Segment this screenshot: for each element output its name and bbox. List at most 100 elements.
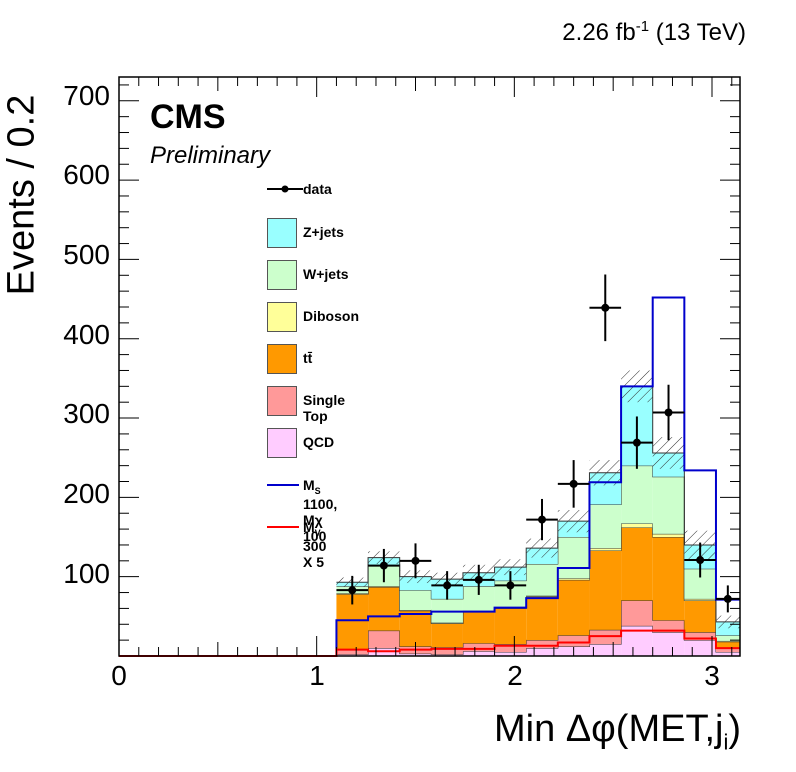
ms-line-icon <box>267 484 299 486</box>
legend-label-ms-sub: S <box>314 485 321 496</box>
legend-label-ms-b: 1100, Mχ 100 <box>303 495 338 544</box>
data-point <box>569 479 578 488</box>
x-tick-label: 0 <box>111 660 127 691</box>
bar-diboson <box>652 533 685 538</box>
bar-diboson <box>684 598 716 601</box>
data-point <box>379 561 388 570</box>
bar-tt- <box>368 586 400 631</box>
legend-label-diboson: Diboson <box>303 308 359 324</box>
bar-qcd <box>589 644 622 656</box>
data-point <box>664 408 673 417</box>
legend-label-mv-b: 300 X 5 <box>303 537 327 570</box>
y-tick-label: 100 <box>63 558 110 589</box>
bar-qcd <box>526 648 558 656</box>
bar-single-top <box>526 640 558 649</box>
status-label: Preliminary <box>150 142 271 169</box>
bar-w-jets <box>399 590 432 610</box>
legend-label-mv: MV 300 X 5 <box>303 519 326 570</box>
bar-qcd <box>431 654 463 656</box>
bar-single-top <box>462 643 495 652</box>
legend-label-singletop: Single Top <box>303 392 346 424</box>
legend-label-qcd: QCD <box>303 434 335 450</box>
signal-mv-line <box>119 629 740 657</box>
x-tick-label: 3 <box>704 660 720 691</box>
legend-label-wjets: W+jets <box>303 266 349 282</box>
bar-w-jets <box>715 635 740 641</box>
bar-tt- <box>652 537 685 621</box>
bar-tt- <box>431 623 463 648</box>
experiment-label: CMS <box>150 98 226 136</box>
bar-tt- <box>526 596 558 641</box>
data-point <box>443 581 452 590</box>
bar-single-top <box>715 648 740 653</box>
data-marker-icon <box>267 185 303 193</box>
bar-qcd <box>684 640 716 656</box>
data-point <box>411 556 420 565</box>
qcd-swatch <box>267 428 297 458</box>
data-point <box>723 594 732 603</box>
bar-tt- <box>494 608 527 645</box>
plot-frame <box>118 76 741 657</box>
bar-qcd <box>715 652 740 656</box>
bar-single-top <box>494 644 527 653</box>
data-point <box>696 556 705 565</box>
bar-tt- <box>557 579 590 636</box>
legend-label-ttbar: tt̄ <box>303 350 313 366</box>
bar-w-jets <box>621 465 653 524</box>
data-point <box>538 515 547 524</box>
data-point <box>348 586 357 595</box>
axes <box>118 76 741 657</box>
signal-ms-line <box>119 296 740 657</box>
bar-single-top <box>652 620 685 633</box>
x-axis-title-main: Min Δφ(MET,j <box>493 708 724 750</box>
diboson-swatch <box>267 302 297 332</box>
bar-single-top <box>557 635 590 647</box>
bar-w-jets <box>652 476 685 534</box>
data-point <box>474 575 483 584</box>
bar-diboson <box>621 523 653 528</box>
bar-single-top <box>336 649 369 655</box>
uncertainty-hatch <box>589 460 622 486</box>
wjets-swatch <box>267 260 297 290</box>
bar-diboson <box>589 548 622 551</box>
lumi-value: 2.26 fb <box>562 19 636 46</box>
bar-tt- <box>621 527 653 601</box>
ttbar-swatch <box>267 344 297 374</box>
signal-curves <box>119 296 740 657</box>
lumi-exponent: -1 <box>635 18 650 35</box>
data-points <box>336 274 740 613</box>
uncertainty-hatch <box>526 538 558 558</box>
y-tick-label: 500 <box>63 239 110 270</box>
bar-tt- <box>399 610 432 647</box>
outline-w-jets <box>336 465 740 636</box>
y-tick-label: 700 <box>63 80 110 111</box>
lumi-label: 2.26 fb-1 (13 TeV) <box>562 18 746 47</box>
uncertainty-hatch <box>715 615 740 629</box>
bar-tt- <box>462 611 495 644</box>
bar-qcd <box>652 632 685 656</box>
bar-w-jets <box>526 563 558 596</box>
data-point <box>632 438 641 447</box>
energy-label: (13 TeV) <box>655 19 746 46</box>
bar-qcd <box>494 652 527 656</box>
y-tick-label: 600 <box>63 159 110 190</box>
mv-line-icon <box>267 526 299 528</box>
y-tick-label: 400 <box>63 319 110 350</box>
x-tick-label: 2 <box>507 660 523 691</box>
y-tick-label: 200 <box>63 478 110 509</box>
bar-tt- <box>589 550 622 630</box>
legend-label-data: data <box>303 181 332 197</box>
x-tick-label: 1 <box>309 660 325 691</box>
x-axis-title-close: ) <box>728 708 741 750</box>
uncertainty-hatch <box>494 559 527 576</box>
zjets-swatch <box>267 218 297 248</box>
legend-label-mv-a: M <box>303 519 315 535</box>
bar-single-top <box>368 630 400 649</box>
legend: data Z+jets W+jets Diboson tt̄ Single To… <box>265 176 465 570</box>
y-tick-label: 300 <box>63 398 110 429</box>
bar-w-jets <box>589 504 622 549</box>
bar-diboson <box>557 578 590 580</box>
uncertainty-hatch <box>652 437 685 469</box>
legend-label-zjets: Z+jets <box>303 224 344 240</box>
